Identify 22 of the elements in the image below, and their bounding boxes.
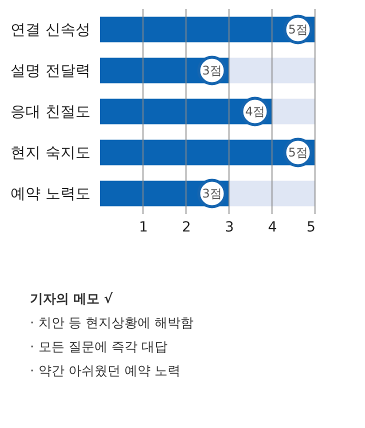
data-label: 5점: [288, 146, 308, 160]
data-label: 4점: [245, 104, 265, 118]
text: · 모든 질문에 즉각 대답: [30, 340, 168, 355]
x-tick-label: 1: [139, 220, 148, 236]
x-tick-label: 5: [306, 220, 316, 236]
x-tick-label: 2: [182, 220, 191, 236]
text: · 약간 아쉬웠던 예약 노력: [30, 364, 181, 379]
y-tick-label: 예약 노력도: [10, 184, 90, 202]
x-tick-label: 4: [268, 220, 278, 236]
bar: [229, 180, 315, 206]
y-tick-label: 연결 신속성: [10, 20, 90, 38]
text: 기자의 메모 √: [30, 292, 114, 307]
x-tick-label: 3: [225, 220, 234, 236]
text: · 치안 등 현지상황에 해박함: [30, 316, 194, 331]
y-tick-label: 현지 숙지도: [10, 144, 90, 162]
data-label: 3점: [202, 64, 222, 78]
data-label: 5점: [288, 22, 308, 36]
bar: [272, 98, 315, 124]
data-label: 3점: [202, 186, 222, 200]
y-tick-label: 응대 친절도: [10, 102, 90, 120]
bar: [229, 58, 315, 84]
y-tick-label: 설명 전달력: [10, 62, 90, 80]
